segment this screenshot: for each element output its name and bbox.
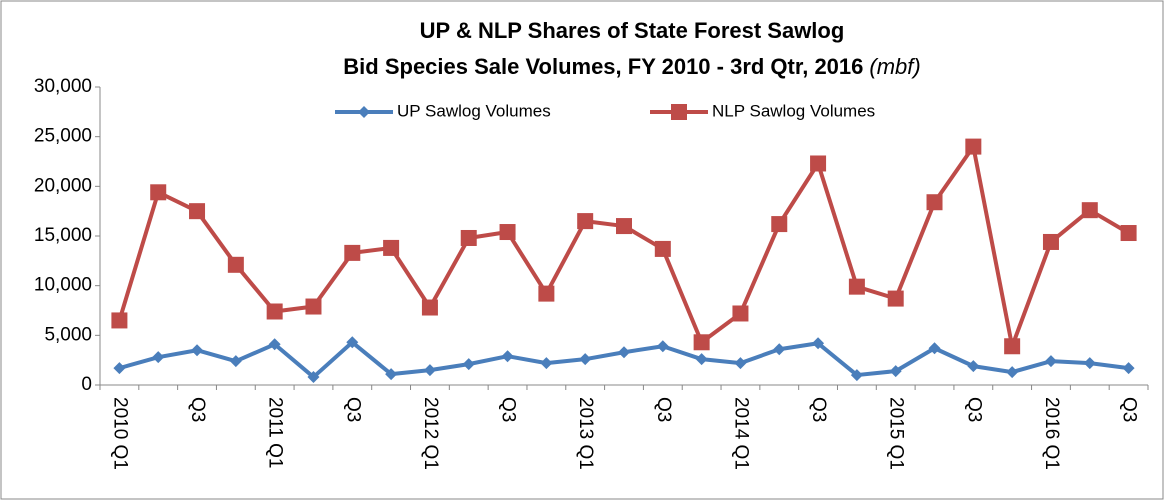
point (577, 213, 594, 230)
point (656, 340, 669, 353)
point (965, 138, 982, 155)
x-tick-label: 2014 Q1 (730, 397, 751, 470)
x-tick-label: Q3 (342, 397, 363, 422)
point (150, 184, 167, 201)
x-tick-label: 2010 Q1 (109, 397, 130, 470)
point (771, 216, 788, 233)
point (1044, 355, 1057, 368)
chart-title: UP & NLP Shares of State Forest Sawlog (420, 18, 845, 43)
point (499, 224, 516, 241)
point (305, 298, 322, 315)
point (462, 358, 475, 371)
point (229, 355, 242, 368)
point (385, 368, 398, 381)
x-tick-label: 2011 Q1 (265, 397, 286, 468)
x-tick-label: Q3 (653, 397, 674, 422)
x-tick-label: Q3 (498, 397, 519, 422)
point (810, 155, 827, 172)
point (540, 357, 553, 370)
point (693, 334, 710, 351)
legend-label: UP Sawlog Volumes (397, 101, 551, 120)
point (113, 362, 126, 375)
point (227, 256, 244, 273)
point (460, 229, 477, 246)
chart-title: Bid Species Sale Volumes, FY 2010 - 3rd … (343, 54, 920, 79)
y-tick-label: 25,000 (34, 126, 92, 147)
point (967, 360, 980, 373)
point (189, 203, 206, 220)
point (383, 239, 400, 256)
point (1006, 366, 1019, 379)
y-tick-label: 0 (81, 374, 92, 395)
x-tick-label: 2012 Q1 (420, 397, 441, 470)
point (268, 338, 281, 351)
point (734, 357, 747, 370)
x-tick-label: 2015 Q1 (886, 397, 907, 470)
y-tick-label: 15,000 (34, 225, 92, 246)
x-tick-label: Q3 (808, 397, 829, 422)
point (111, 312, 128, 329)
point (1083, 357, 1096, 370)
point (812, 337, 825, 350)
legend-marker (358, 106, 370, 118)
y-tick-label: 5,000 (44, 324, 92, 345)
point (1120, 225, 1137, 242)
point (152, 351, 165, 364)
point (266, 303, 283, 320)
point (695, 353, 708, 366)
point (928, 342, 941, 355)
point (618, 346, 630, 359)
point (1122, 362, 1135, 375)
legend-marker (671, 104, 687, 120)
point (887, 290, 904, 307)
point (579, 353, 592, 366)
point (889, 365, 902, 378)
y-tick-label: 30,000 (34, 76, 92, 97)
point (732, 305, 749, 322)
point (307, 371, 320, 384)
chart-title-unit: (mbf) (869, 54, 920, 79)
point (191, 344, 204, 357)
point (850, 369, 863, 382)
x-tick-label: Q3 (963, 397, 984, 422)
point (423, 364, 436, 377)
point (654, 240, 671, 257)
x-tick-label: Q3 (187, 397, 208, 422)
point (926, 194, 943, 211)
point (346, 336, 359, 349)
legend-label: NLP Sawlog Volumes (712, 101, 875, 120)
point (773, 343, 786, 356)
x-tick-label: Q3 (1119, 397, 1140, 422)
point (421, 299, 438, 316)
point (1042, 233, 1059, 250)
y-tick-label: 10,000 (34, 275, 92, 296)
point (501, 350, 514, 363)
point (1004, 338, 1021, 355)
y-tick-label: 20,000 (34, 175, 92, 196)
x-tick-label: 2016 Q1 (1041, 397, 1062, 470)
x-tick-label: 2013 Q1 (575, 397, 596, 470)
point (848, 278, 865, 295)
point (344, 244, 361, 261)
point (538, 285, 555, 302)
chart-title: Bid Species Sale Volumes, FY 2010 - 3rd … (343, 54, 863, 79)
point (616, 218, 632, 235)
point (1081, 202, 1098, 219)
